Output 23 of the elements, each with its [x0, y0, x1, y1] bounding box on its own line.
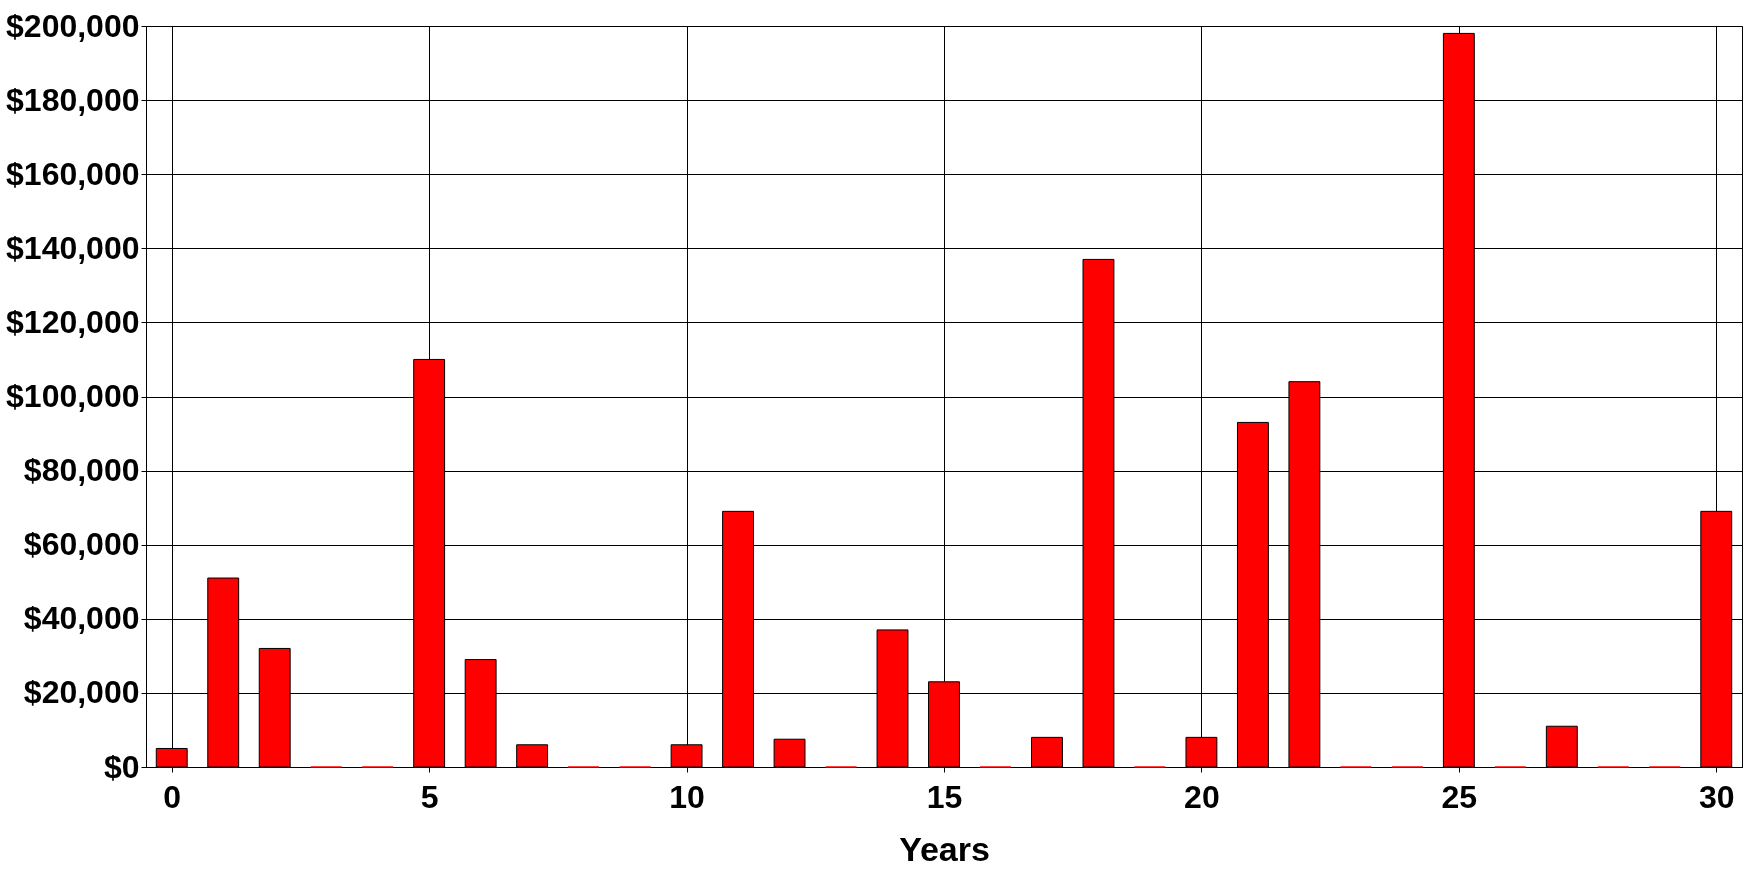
y-tick-label: $160,000 [6, 155, 140, 192]
bar [516, 744, 549, 768]
y-tick-label: $80,000 [23, 452, 140, 489]
x-tick-label: 25 [1441, 778, 1478, 815]
bar [1545, 725, 1578, 768]
y-tick-label: $40,000 [23, 600, 140, 637]
y-tick-label: $200,000 [6, 7, 140, 44]
x-tick-label: 15 [926, 778, 963, 815]
y-tick-label: $20,000 [23, 674, 140, 711]
x-tick-label: 0 [163, 778, 182, 815]
y-tick-label: $0 [103, 748, 140, 785]
x-tick-label: 5 [420, 778, 439, 815]
bar [1031, 736, 1063, 768]
y-tick-label: $140,000 [6, 229, 140, 266]
bar [773, 738, 806, 768]
x-tick-label: 10 [669, 778, 705, 815]
y-tick-label: $60,000 [23, 526, 140, 563]
x-tick-label: 20 [1184, 778, 1220, 815]
y-tick-label: $180,000 [6, 81, 140, 118]
x-tick-label: 30 [1698, 778, 1735, 815]
y-tick-label: $100,000 [6, 378, 140, 414]
y-tick-label: $120,000 [6, 303, 140, 340]
x-axis-title: Years [899, 829, 990, 868]
